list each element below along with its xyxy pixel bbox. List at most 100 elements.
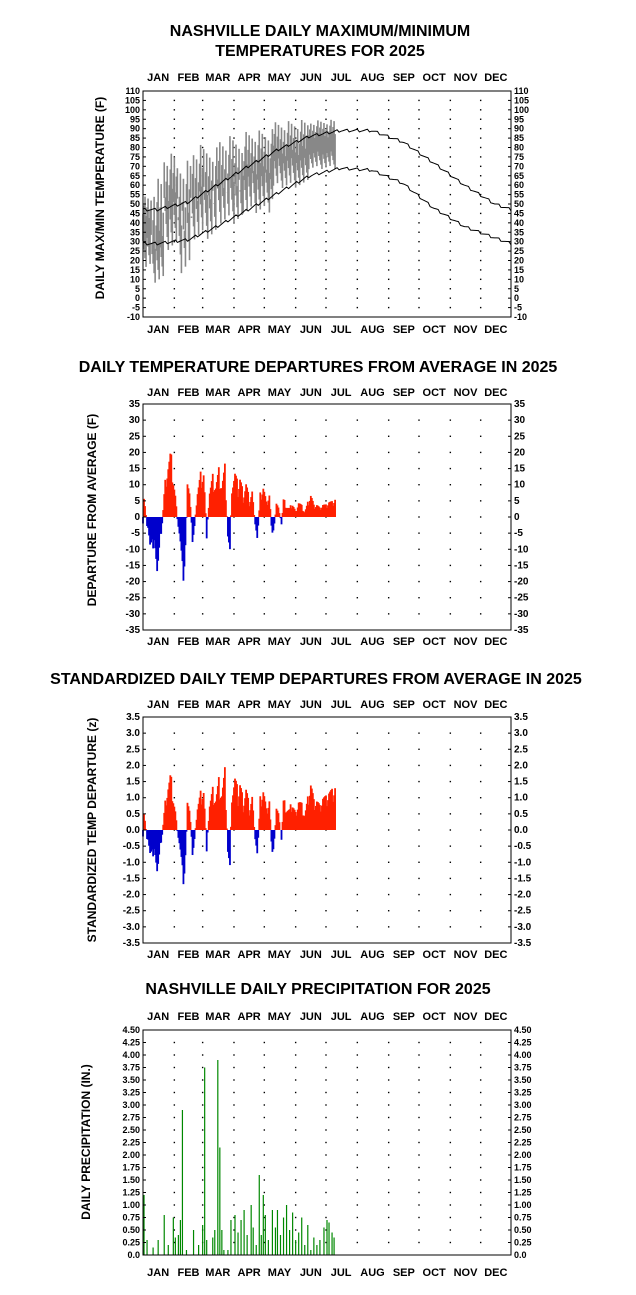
temps-grid-dot: [356, 109, 359, 111]
departures-grid-dot: [356, 564, 359, 567]
precip-grid-dot: [418, 1129, 420, 1131]
departures-grid-dot: [479, 532, 482, 534]
temps-grid-dot: [387, 212, 390, 215]
positive-departure-bar: [174, 811, 177, 830]
temps-grid-dot: [356, 231, 359, 233]
precip-grid-dot: [201, 1041, 204, 1044]
positive-departure-bar: [313, 508, 316, 517]
precip-grid-dot: [173, 1166, 176, 1169]
precip-grid-dot: [449, 1154, 452, 1156]
temps-ytick-right: 30: [514, 237, 524, 247]
positive-departure-bar: [293, 809, 296, 830]
precip-grid-dot: [418, 1104, 420, 1106]
precip-ytick-right: 2.75: [514, 1113, 532, 1123]
precip-grid-dot: [418, 1141, 420, 1144]
departures-grid-dot: [479, 500, 482, 502]
precipitation-chart: NASHVILLE DAILY PRECIPITATION FOR 2025 D…: [79, 981, 532, 1279]
precip-grid-dot: [387, 1129, 390, 1131]
temps-grid-dot: [325, 269, 327, 271]
negative-departure-bar: [257, 517, 260, 526]
positive-departure-bar: [220, 796, 223, 830]
positive-departure-bar: [223, 767, 226, 830]
departures-grid-dot: [387, 500, 390, 502]
standardized-grid-dot: [418, 764, 420, 767]
standardized-ytick-left: -1.5: [123, 873, 141, 884]
negative-departure-bar: [154, 830, 157, 855]
precip-grid-dot: [233, 1066, 235, 1069]
positive-departure-bar: [314, 507, 317, 517]
precip-grid-dot: [263, 1041, 266, 1044]
departures-month-bottom-oct: OCT: [423, 636, 447, 648]
negative-departure-bar: [190, 830, 193, 837]
temps-month-top-dec: DEC: [484, 72, 507, 84]
negative-departure-bar: [180, 830, 183, 857]
precip-grid-dot: [356, 1229, 359, 1231]
positive-departure-bar: [331, 501, 333, 517]
temps-month-top-mar: MAR: [205, 72, 230, 84]
precip-grid-dot: [325, 1104, 327, 1106]
precip-ytick-left: 3.00: [122, 1100, 140, 1110]
positive-departure-bar: [267, 807, 270, 830]
temps-month-top-oct: OCT: [423, 72, 447, 84]
departures-grid-dot: [418, 564, 420, 567]
precip-ytick-left: 4.00: [122, 1050, 140, 1060]
standardized-month-top-aug: AUG: [360, 699, 384, 711]
standardized-ytick-left: -3.0: [123, 922, 141, 933]
positive-departure-bar: [291, 807, 294, 830]
precip-grid-dot: [325, 1179, 327, 1181]
precip-grid-dot: [294, 1229, 297, 1231]
standardized-grid-dot: [233, 926, 235, 928]
positive-departure-bar: [241, 792, 243, 830]
precip-grid-dot: [356, 1129, 359, 1131]
precip-grid-dot: [356, 1104, 359, 1106]
departures-month-top-oct: OCT: [423, 387, 447, 399]
departures-grid-dot: [418, 613, 420, 615]
temps-grid-dot: [449, 278, 452, 281]
precip-grid-dot: [201, 1079, 204, 1081]
positive-departure-bar: [210, 481, 213, 517]
standardized-grid-dot: [263, 926, 266, 928]
standardized-grid-dot: [479, 797, 482, 799]
temps-ytick-right: 65: [514, 171, 524, 181]
standardized-ytick-right: 0.0: [514, 825, 528, 836]
precip-ytick-left: 1.25: [122, 1188, 140, 1198]
standardized-grid-dot: [263, 861, 266, 863]
precip-grid-dot: [387, 1091, 390, 1094]
standardized-grid-dot: [325, 877, 327, 880]
precip-ytick-right: 0.25: [514, 1238, 532, 1248]
departure-chart-plot: [142, 453, 336, 581]
positive-departure-bar: [201, 799, 204, 830]
negative-departure-bar: [183, 830, 186, 874]
standardized-grid-dot: [356, 732, 359, 734]
temps-grid-dot: [263, 109, 266, 111]
temps-month-top-sep: SEP: [393, 72, 415, 84]
negative-departure-bar: [150, 830, 152, 852]
departures-grid-dot: [173, 435, 176, 437]
temps-grid-dot: [449, 269, 452, 271]
precip-grid-dot: [294, 1129, 297, 1131]
negative-departure-bar: [229, 517, 231, 550]
positive-departure-bar: [166, 478, 169, 517]
temps-grid-dot: [263, 231, 266, 233]
precip-grid-dot: [201, 1054, 204, 1056]
positive-departure-bar: [261, 799, 264, 830]
standardized-ytick-left: -0.5: [123, 841, 141, 852]
standardized-grid-dot: [233, 845, 235, 847]
standardized-ytick-right: -2.0: [514, 890, 532, 901]
precipitation-chart-title: NASHVILLE DAILY PRECIPITATION FOR 2025: [145, 981, 490, 998]
positive-departure-bar: [165, 805, 168, 830]
temps-month-bottom-apr: APR: [238, 324, 261, 336]
temps-grid-dot: [325, 193, 327, 196]
departures-grid-dot: [233, 532, 235, 534]
positive-departure-bar: [208, 493, 211, 517]
positive-departure-bar: [207, 820, 210, 830]
temps-month-top-may: MAY: [268, 72, 292, 84]
positive-departure-bar: [167, 469, 170, 517]
negative-departure-bar: [155, 517, 158, 559]
standardized-grid-dot: [294, 910, 297, 912]
departures-grid-dot: [449, 548, 452, 550]
temps-grid-dot: [356, 118, 359, 120]
precip-grid-dot: [449, 1141, 452, 1144]
temps-grid-dot: [387, 118, 390, 120]
standardized-grid-dot: [325, 780, 327, 783]
